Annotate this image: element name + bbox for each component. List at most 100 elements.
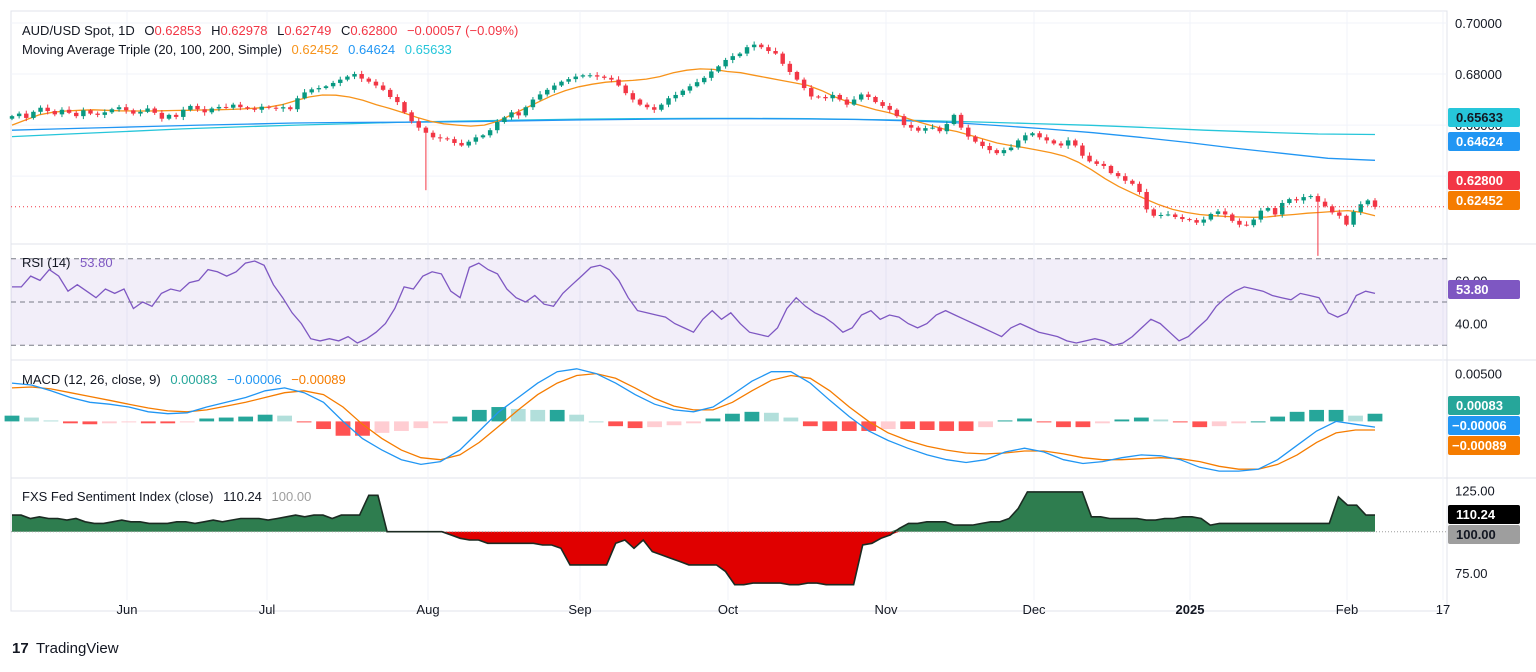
candle-body <box>609 77 614 80</box>
svg-text:110.24: 110.24 <box>1456 507 1496 522</box>
svg-text:0.62452: 0.62452 <box>1456 193 1503 208</box>
macd-histogram-bar <box>238 416 254 422</box>
macd-histogram-bar <box>686 421 701 424</box>
macd-histogram-bar <box>1231 421 1247 424</box>
candle-body <box>138 111 143 114</box>
macd-histogram-bar <box>4 415 20 422</box>
svg-text:0.62800: 0.62800 <box>1456 173 1503 188</box>
candle-body <box>388 89 393 97</box>
macd-histogram-bar <box>1309 409 1324 422</box>
macd-histogram-bar <box>1056 421 1071 428</box>
candle-body <box>602 76 607 78</box>
candle-body <box>573 76 578 80</box>
macd-histogram-bar <box>1172 421 1188 423</box>
tradingview-logo[interactable]: 17 TradingView <box>12 640 119 657</box>
badge-last-price: 0.62800 <box>1448 171 1520 190</box>
macd-histogram-bar <box>1075 421 1091 428</box>
ma-legend: Moving Average Triple (20, 100, 200, Sim… <box>22 42 452 57</box>
candle-body <box>502 117 507 123</box>
candle-body <box>816 96 821 98</box>
candle-body <box>316 88 322 90</box>
candle-body <box>1158 214 1164 216</box>
rsi-label: RSI (14) <box>22 255 70 270</box>
candle-body <box>559 81 564 86</box>
candle-body <box>894 109 900 117</box>
ma20-value: 0.62452 <box>292 42 339 57</box>
ma100-value: 0.64624 <box>348 42 395 57</box>
candle-body <box>345 76 350 80</box>
candle-body <box>52 111 58 115</box>
candle-body <box>259 106 264 110</box>
candle-body <box>673 94 678 99</box>
macd-histogram-bar <box>647 421 662 428</box>
candle-body <box>223 106 229 108</box>
candle-body <box>844 99 850 105</box>
candle-body <box>1137 183 1142 192</box>
candle-body <box>916 127 921 131</box>
candle-body <box>1015 140 1021 148</box>
candle-body <box>66 109 72 113</box>
ma-label: Moving Average Triple (20, 100, 200, Sim… <box>22 42 282 57</box>
macd-histogram-bar <box>880 421 896 430</box>
macd-histogram-bar <box>1211 421 1227 427</box>
candle-body <box>1258 210 1264 220</box>
candle-body <box>759 44 764 48</box>
macd-histogram-bar <box>978 421 993 428</box>
candle-body <box>887 105 892 110</box>
badge-fed-value: 110.24 <box>1448 505 1520 524</box>
candle-body <box>209 108 215 113</box>
candle-body <box>523 107 529 116</box>
macd-tick-label: 0.00500 <box>1455 367 1502 382</box>
candle-body <box>81 110 86 117</box>
candle-body <box>866 94 871 97</box>
macd-histogram-bar <box>1153 419 1169 422</box>
candle-body <box>858 94 864 100</box>
candle-body <box>994 150 999 154</box>
candle-body <box>1165 214 1171 216</box>
macd-histogram-bar <box>1289 411 1305 422</box>
candle-body <box>16 113 22 117</box>
svg-text:−0.00006: −0.00006 <box>1452 418 1507 433</box>
candle-body <box>787 63 793 72</box>
candle-body <box>1073 140 1078 146</box>
candle-body <box>837 94 843 100</box>
candle-body <box>352 74 357 77</box>
candle-body <box>1265 208 1271 211</box>
x-tick-label: Oct <box>718 602 739 617</box>
candle-body <box>188 105 193 110</box>
candle-body <box>709 71 714 78</box>
badge-macd-signal: −0.00089 <box>1448 436 1520 455</box>
candle-body <box>644 104 650 108</box>
fed-positive-area <box>12 491 1375 532</box>
candle-body <box>987 146 992 151</box>
candle-body <box>666 98 671 105</box>
candle-body <box>1087 155 1092 162</box>
symbol-label: AUD/USD Spot, 1D <box>22 23 135 38</box>
candle-body <box>1080 145 1085 156</box>
macd-histogram-bar <box>1017 418 1032 422</box>
candle-body <box>1344 215 1349 225</box>
candle-body <box>794 71 800 80</box>
candle-body <box>1001 150 1007 154</box>
candle-body <box>159 112 165 119</box>
open-value: 0.62853 <box>154 23 201 38</box>
candle-body <box>766 47 771 52</box>
macd-histogram-bar <box>140 421 156 424</box>
candle-body <box>1123 176 1128 181</box>
candle-body <box>1358 204 1363 212</box>
macd-histogram-bar <box>939 421 955 431</box>
candle-body <box>958 114 964 128</box>
candle-body <box>1058 143 1064 146</box>
candle-body <box>380 85 386 90</box>
macd-histogram-bar <box>510 408 526 422</box>
candle-body <box>908 125 914 128</box>
candle-body <box>801 79 807 89</box>
candle-body <box>730 56 735 60</box>
candle-body <box>1101 163 1107 166</box>
candle-body <box>773 51 778 54</box>
candle-body <box>1201 219 1206 223</box>
candle-body <box>95 113 100 115</box>
candle-body <box>152 108 157 113</box>
svg-text:53.80: 53.80 <box>1456 282 1489 297</box>
